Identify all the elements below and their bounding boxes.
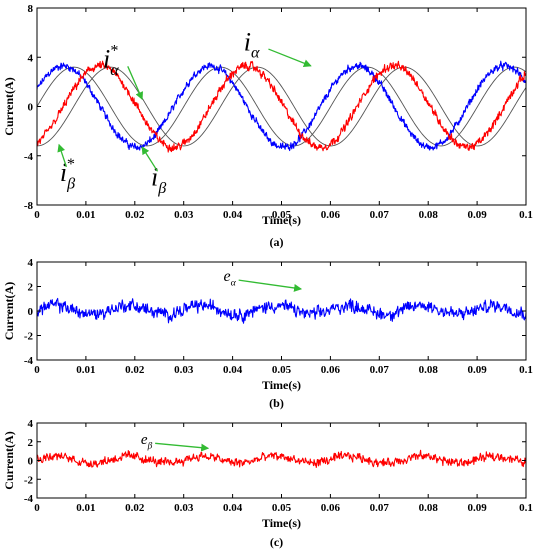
x-tick-label: 0.01 bbox=[76, 364, 95, 376]
y-tick-label: 2 bbox=[28, 282, 34, 294]
annotation-i_alpha-ref: iα* bbox=[103, 42, 119, 79]
series-group bbox=[36, 449, 527, 468]
y-tick-label: 0 bbox=[28, 456, 34, 468]
x-axis-label: Time(s) bbox=[262, 378, 301, 392]
panel-caption: (c) bbox=[270, 535, 283, 549]
panel-3: 0 0.01 0.02 0.03 0.04 0.05 0.06 0.07 0.08 0.09 0.1… bbox=[2, 418, 533, 549]
annotation-arrow bbox=[155, 442, 210, 452]
y-tick-label: -4 bbox=[24, 493, 34, 505]
x-tick-label: 0.01 bbox=[76, 209, 95, 221]
annotation-i_beta: iβ bbox=[151, 163, 166, 197]
y-tick-label: -4 bbox=[24, 151, 34, 163]
series-i_alpha-ref bbox=[36, 66, 527, 147]
annotation-arrow bbox=[57, 143, 68, 168]
x-tick-label: 0 bbox=[34, 209, 40, 221]
x-tick-label: 0.1 bbox=[519, 364, 533, 376]
x-tick-label: 0.1 bbox=[519, 209, 533, 221]
x-tick-label: 0.01 bbox=[76, 502, 95, 514]
x-tick-label: 0.06 bbox=[321, 502, 341, 514]
x-tick-label: 0.09 bbox=[467, 502, 487, 514]
annotation-arrow bbox=[127, 66, 143, 101]
x-tick-label: 0.09 bbox=[467, 364, 487, 376]
annotation-i_beta-ref: iβ* bbox=[60, 156, 75, 193]
y-tick-label: 4 bbox=[28, 52, 34, 64]
x-tick-label: 0.08 bbox=[419, 364, 439, 376]
x-tick-label: 0.02 bbox=[125, 502, 145, 514]
x-tick-label: 0.05 bbox=[272, 502, 292, 514]
y-axis-label: Current(A) bbox=[2, 77, 16, 135]
panel-caption: (b) bbox=[269, 396, 284, 410]
series-i_beta-ref bbox=[36, 66, 527, 147]
x-tick-label: 0.03 bbox=[174, 209, 194, 221]
series-e_alpha bbox=[36, 297, 527, 324]
y-tick-label: -8 bbox=[24, 200, 34, 212]
annotation-e_alpha: eα bbox=[223, 268, 236, 288]
x-tick-label: 0.07 bbox=[370, 209, 390, 221]
y-tick-label: -2 bbox=[24, 474, 34, 486]
x-tick-label: 0.08 bbox=[419, 209, 439, 221]
annotation-arrow bbox=[141, 146, 159, 172]
x-tick-label: 0.08 bbox=[419, 502, 439, 514]
annotation-arrow bbox=[268, 48, 312, 68]
x-tick-label: 0.1 bbox=[519, 502, 533, 514]
panel-2: 0 0.01 0.02 0.03 0.04 0.05 0.06 0.07 0.08 0.09 0.1… bbox=[2, 257, 533, 410]
y-tick-label: -4 bbox=[24, 355, 34, 367]
x-tick-label: 0 bbox=[34, 364, 40, 376]
y-tick-label: 8 bbox=[28, 3, 34, 15]
x-tick-label: 0.04 bbox=[223, 502, 243, 514]
x-axis-label: Time(s) bbox=[262, 516, 301, 530]
y-tick-label: 0 bbox=[28, 102, 34, 114]
x-tick-label: 0 bbox=[34, 502, 40, 514]
x-tick-label: 0.07 bbox=[370, 502, 390, 514]
x-tick-label: 0.05 bbox=[272, 209, 292, 221]
x-axis-label: Time(s) bbox=[262, 213, 301, 227]
y-tick-label: 2 bbox=[28, 437, 34, 449]
panel-1: 0 0.01 0.02 0.03 0.04 0.05 0.06 0.07 0.08 0.09 0.1… bbox=[2, 3, 533, 249]
y-axis-label: Current(A) bbox=[2, 282, 16, 340]
x-tick-label: 0.06 bbox=[321, 364, 341, 376]
series-group bbox=[36, 60, 527, 153]
x-tick-label: 0.05 bbox=[272, 364, 292, 376]
series-i_alpha bbox=[36, 60, 527, 152]
annotation-e_beta: eβ bbox=[141, 432, 153, 451]
x-tick-label: 0.09 bbox=[467, 209, 487, 221]
y-tick-label: 4 bbox=[28, 418, 34, 430]
annotation-i_alpha: iα bbox=[244, 27, 260, 61]
x-tick-label: 0.04 bbox=[223, 209, 243, 221]
x-tick-label: 0.02 bbox=[125, 364, 145, 376]
series-group bbox=[36, 297, 527, 324]
series-i_beta bbox=[36, 60, 527, 153]
y-tick-label: 4 bbox=[28, 257, 34, 269]
annotation-arrow bbox=[238, 279, 303, 292]
x-tick-label: 0.03 bbox=[174, 364, 194, 376]
y-axis-label: Current(A) bbox=[2, 431, 16, 489]
x-tick-label: 0.03 bbox=[174, 502, 194, 514]
x-tick-label: 0.07 bbox=[370, 364, 390, 376]
y-tick-label: 0 bbox=[28, 306, 34, 318]
panel-caption: (a) bbox=[270, 235, 284, 249]
x-tick-label: 0.06 bbox=[321, 209, 341, 221]
series-e_beta bbox=[36, 449, 527, 468]
x-tick-label: 0.02 bbox=[125, 209, 145, 221]
y-tick-label: -2 bbox=[24, 331, 34, 343]
x-tick-label: 0.04 bbox=[223, 364, 243, 376]
